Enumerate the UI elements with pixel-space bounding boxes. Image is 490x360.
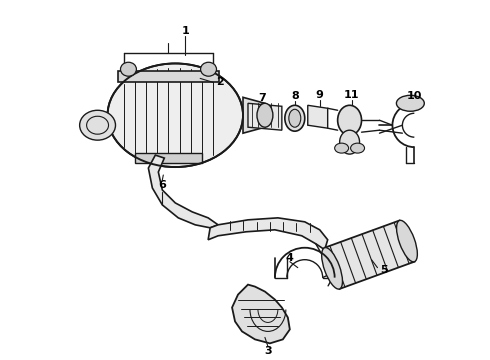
Text: 7: 7 <box>258 93 266 103</box>
Polygon shape <box>308 105 328 128</box>
Text: 4: 4 <box>286 253 294 263</box>
Text: 11: 11 <box>344 90 359 100</box>
Ellipse shape <box>285 105 305 131</box>
Ellipse shape <box>396 95 424 111</box>
Ellipse shape <box>200 62 217 76</box>
Polygon shape <box>148 155 218 228</box>
Ellipse shape <box>121 62 136 76</box>
Polygon shape <box>208 218 328 250</box>
Ellipse shape <box>340 130 360 154</box>
Text: 1: 1 <box>181 26 189 36</box>
Polygon shape <box>243 97 265 133</box>
Polygon shape <box>324 220 415 289</box>
Ellipse shape <box>338 105 362 135</box>
Text: 9: 9 <box>316 90 324 100</box>
Polygon shape <box>248 103 282 130</box>
Text: 6: 6 <box>158 180 166 190</box>
Ellipse shape <box>80 110 116 140</box>
Ellipse shape <box>321 248 343 289</box>
Ellipse shape <box>289 109 301 127</box>
Ellipse shape <box>335 143 348 153</box>
Text: 2: 2 <box>216 77 224 87</box>
Ellipse shape <box>107 63 243 167</box>
Text: 3: 3 <box>264 346 272 356</box>
Polygon shape <box>118 71 220 82</box>
Polygon shape <box>232 285 290 343</box>
Polygon shape <box>135 153 202 163</box>
Text: 8: 8 <box>291 91 299 101</box>
Text: 10: 10 <box>407 91 422 101</box>
Text: 5: 5 <box>381 265 388 275</box>
Ellipse shape <box>396 220 417 262</box>
Ellipse shape <box>257 103 273 127</box>
Ellipse shape <box>350 143 365 153</box>
